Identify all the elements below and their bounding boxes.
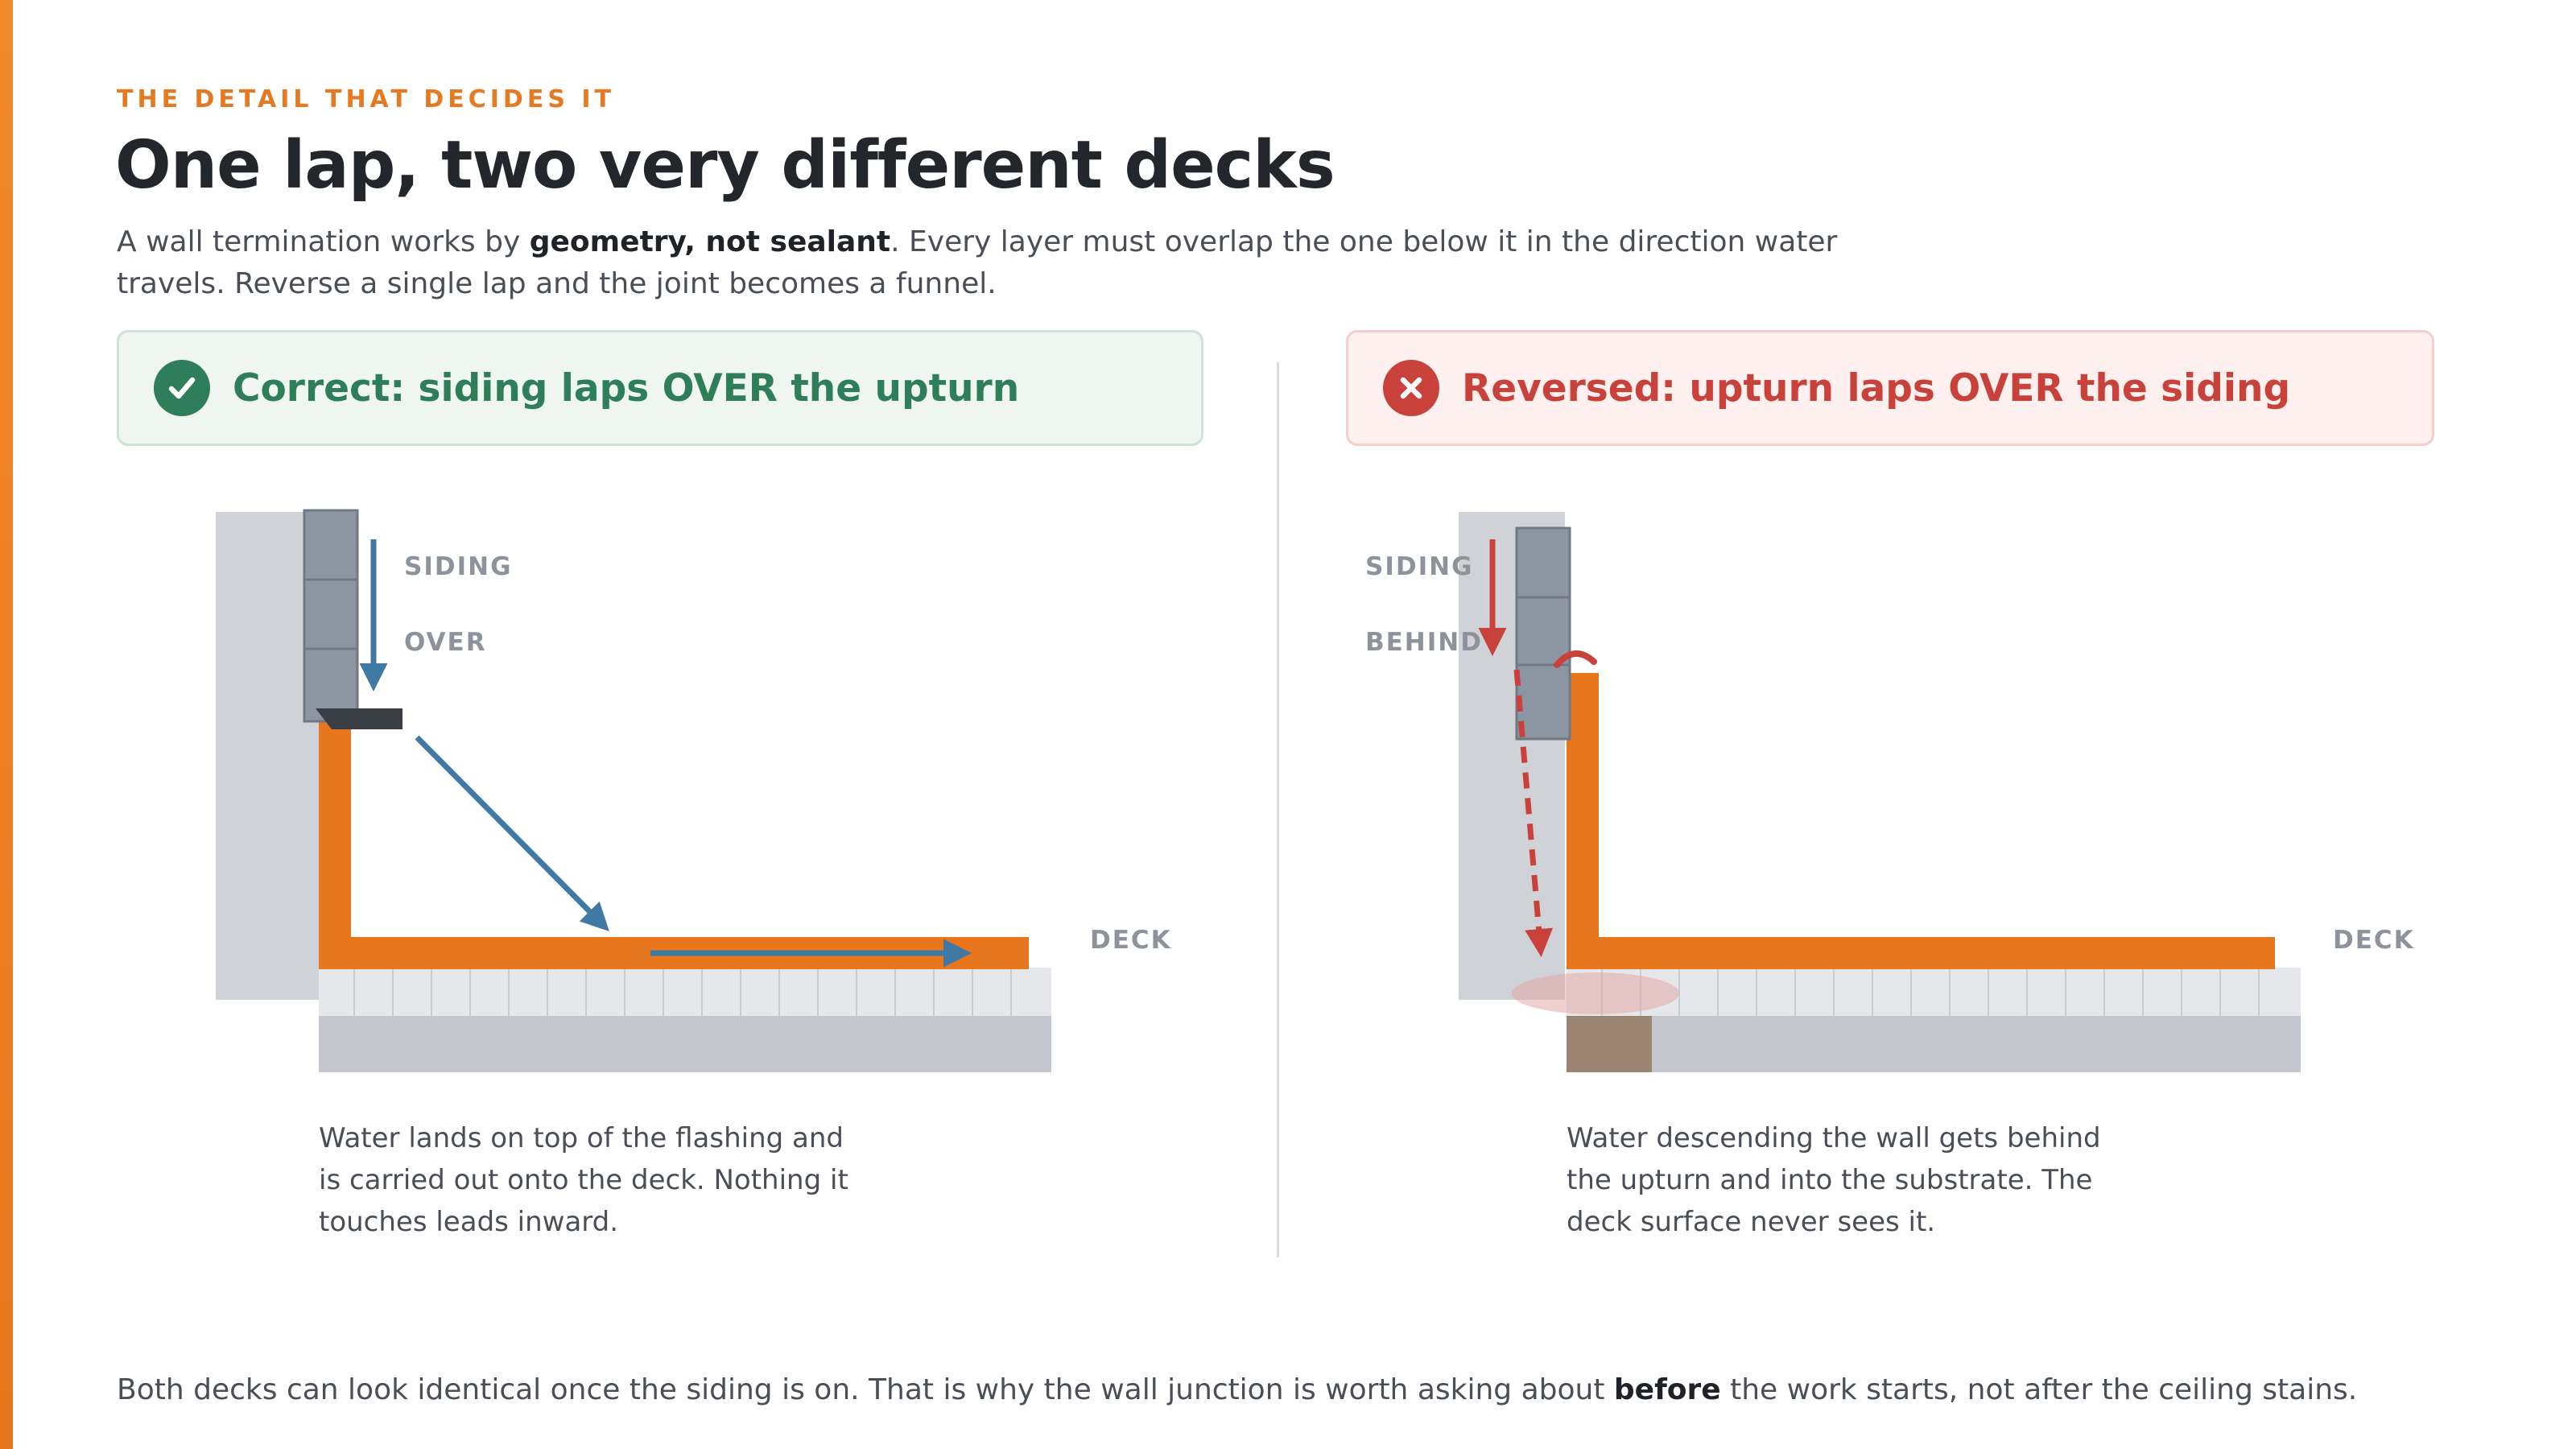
leak-path-arrow <box>1513 669 1554 957</box>
check-circle-icon <box>154 360 210 416</box>
flashing-deck-leg <box>319 937 1029 969</box>
sealant-bead-icon <box>1554 650 1597 668</box>
footer-text-before: Both decks can look identical once the s… <box>117 1373 1614 1406</box>
deck-tile-layer <box>1567 968 2301 1016</box>
rotted-substrate <box>1567 1016 1652 1072</box>
intro-text-bold: geometry, not sealant <box>529 225 891 258</box>
deck-substrate <box>1567 1016 2301 1072</box>
moisture-stain <box>1512 972 1679 1014</box>
intro-text-before: A wall termination works by <box>117 225 530 258</box>
flashing-upturn <box>319 718 351 968</box>
reversed-caption: Water descending the wall gets behind th… <box>1567 1122 2101 1238</box>
label-deck: DECK <box>2333 926 2415 955</box>
deck-tile-joints <box>353 968 1012 1016</box>
footer-note: Both decks can look identical once the s… <box>117 1371 2491 1410</box>
correct-heading: Correct: siding laps OVER the upturn <box>233 365 1020 411</box>
page-title: One lap, two very different decks <box>115 127 1335 204</box>
correct-caption: Water lands on top of the flashing and i… <box>319 1122 848 1238</box>
label-behind: BEHIND <box>1365 628 1483 657</box>
label-deck: DECK <box>1090 926 1172 955</box>
kickout-flashing <box>316 708 402 729</box>
siding-boards <box>303 509 359 723</box>
footer-text-after: the work starts, not after the ceiling s… <box>1720 1373 2358 1406</box>
intro-text-after: . Every layer must overlap the one below… <box>117 225 1838 300</box>
water-runoff-arrow <box>415 735 609 931</box>
eyebrow: THE DETAIL THAT DECIDES IT <box>117 85 615 114</box>
x-circle-icon <box>1383 360 1439 416</box>
deck-substrate <box>319 1016 1051 1072</box>
label-siding: SIDING <box>1365 552 1474 581</box>
deck-tile-layer <box>319 968 1051 1016</box>
label-siding: SIDING <box>404 552 513 581</box>
flashing-upturn <box>1567 673 1599 968</box>
reversed-heading: Reversed: upturn laps OVER the siding <box>1462 365 2291 411</box>
accent-bar <box>0 0 13 1449</box>
panel-divider <box>1277 362 1279 1257</box>
deck-tile-joints <box>1601 968 2260 1016</box>
correct-diagram: SIDING OVER DECK <box>216 509 1172 1072</box>
wall-sheathing <box>1459 512 1565 1000</box>
reversed-banner: Reversed: upturn laps OVER the siding <box>1346 330 2434 446</box>
siding-boards <box>1515 526 1571 741</box>
label-over: OVER <box>404 628 487 657</box>
reversed-diagram: SIDING BEHIND DECK <box>1365 512 2415 1072</box>
intro-paragraph: A wall termination works by geometry, no… <box>117 221 1847 305</box>
flashing-deck-leg <box>1567 937 2275 969</box>
footer-text-bold: before <box>1613 1373 1721 1406</box>
correct-banner: Correct: siding laps OVER the upturn <box>117 330 1203 446</box>
wall-sheathing <box>216 512 322 1000</box>
